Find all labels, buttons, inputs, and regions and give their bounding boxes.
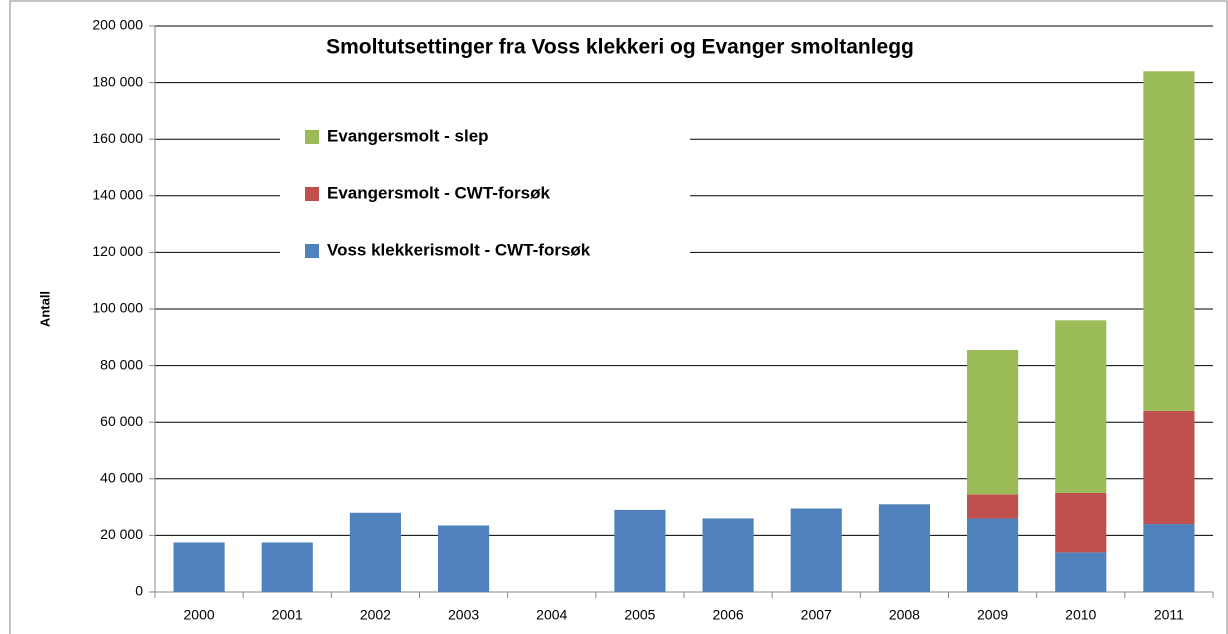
bar-segment bbox=[967, 518, 1019, 592]
x-tick-label: 2000 bbox=[184, 607, 215, 623]
bar-segment bbox=[1055, 492, 1107, 553]
bar-segment bbox=[349, 512, 401, 592]
x-tick-label: 2002 bbox=[360, 607, 391, 623]
y-axis-title: Antall bbox=[37, 291, 52, 327]
bar-segment bbox=[878, 504, 930, 592]
legend-swatch bbox=[305, 187, 319, 201]
legend-swatch bbox=[305, 130, 319, 144]
bar-segment bbox=[790, 508, 842, 592]
bar-segment bbox=[1143, 410, 1195, 525]
legend-label: Voss klekkerismolt - CWT-forsøk bbox=[327, 240, 591, 259]
y-tick-label: 40 000 bbox=[100, 470, 143, 486]
x-tick-label: 2008 bbox=[889, 607, 920, 623]
bar-segment bbox=[173, 542, 225, 592]
y-tick-label: 80 000 bbox=[100, 356, 143, 372]
legend-box bbox=[280, 118, 690, 268]
bar-segment bbox=[1143, 524, 1195, 592]
bar-segment bbox=[967, 350, 1019, 495]
legend-label: Evangersmolt - CWT-forsøk bbox=[327, 183, 550, 202]
y-tick-label: 100 000 bbox=[92, 300, 143, 316]
x-tick-label: 2001 bbox=[272, 607, 303, 623]
bar-segment bbox=[1055, 320, 1107, 493]
chart-title: Smoltutsettinger fra Voss klekkeri og Ev… bbox=[326, 36, 914, 59]
x-tick-label: 2005 bbox=[624, 607, 655, 623]
x-tick-label: 2009 bbox=[977, 607, 1008, 623]
x-tick-label: 2007 bbox=[801, 607, 832, 623]
y-tick-label: 120 000 bbox=[92, 243, 143, 259]
x-tick-label: 2004 bbox=[536, 607, 567, 623]
bar-segment bbox=[438, 525, 490, 592]
bar-segment bbox=[261, 542, 313, 592]
legend-label: Evangersmolt - slep bbox=[327, 126, 489, 145]
bar-segment bbox=[614, 509, 666, 592]
x-tick-label: 2011 bbox=[1154, 607, 1184, 623]
y-tick-label: 160 000 bbox=[92, 130, 143, 146]
y-tick-label: 200 000 bbox=[92, 17, 143, 33]
x-tick-label: 2010 bbox=[1065, 607, 1096, 623]
y-tick-label: 180 000 bbox=[92, 73, 143, 89]
bar-segment bbox=[702, 518, 754, 592]
y-tick-label: 140 000 bbox=[92, 187, 143, 203]
bar-segment bbox=[967, 494, 1019, 519]
y-tick-label: 60 000 bbox=[100, 413, 143, 429]
y-tick-label: 0 bbox=[135, 583, 143, 599]
y-tick-label: 20 000 bbox=[100, 526, 143, 542]
bar-segment bbox=[1055, 552, 1107, 592]
legend-swatch bbox=[305, 244, 319, 258]
x-tick-label: 2006 bbox=[713, 607, 744, 623]
bar-segment bbox=[1143, 71, 1195, 411]
x-tick-label: 2003 bbox=[448, 607, 479, 623]
